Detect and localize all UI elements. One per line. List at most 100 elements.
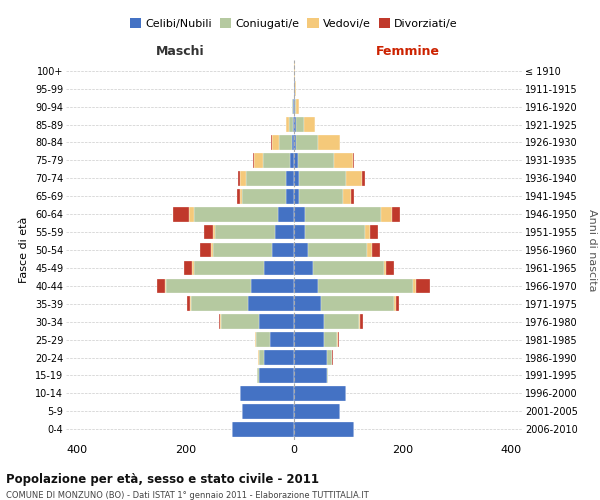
Bar	[318, 135, 340, 150]
Bar	[383, 260, 386, 276]
Bar	[294, 207, 305, 222]
Bar	[326, 368, 328, 383]
Bar	[264, 350, 294, 365]
Bar	[272, 242, 294, 258]
Bar	[321, 296, 394, 311]
Bar	[295, 100, 296, 114]
Bar	[294, 404, 340, 418]
Bar	[296, 135, 318, 150]
Bar	[296, 100, 299, 114]
Bar	[215, 224, 275, 240]
Text: Maschi: Maschi	[155, 45, 205, 58]
Bar	[294, 278, 319, 293]
Bar	[294, 350, 326, 365]
Bar	[286, 117, 289, 132]
Bar	[367, 242, 371, 258]
Bar	[294, 100, 295, 114]
Bar	[272, 135, 279, 150]
Bar	[294, 135, 296, 150]
Bar	[240, 386, 294, 400]
Bar	[386, 260, 394, 276]
Bar	[232, 422, 294, 436]
Bar	[299, 171, 346, 186]
Bar	[365, 224, 370, 240]
Bar	[173, 207, 189, 222]
Bar	[305, 224, 365, 240]
Bar	[259, 314, 294, 329]
Bar	[184, 260, 193, 276]
Bar	[286, 189, 294, 204]
Bar	[326, 350, 332, 365]
Bar	[294, 189, 299, 204]
Bar	[290, 153, 294, 168]
Text: COMUNE DI MONZUNO (BO) - Dati ISTAT 1° gennaio 2011 - Elaborazione TUTTITALIA.IT: COMUNE DI MONZUNO (BO) - Dati ISTAT 1° g…	[6, 491, 369, 500]
Bar	[298, 153, 334, 168]
Bar	[218, 314, 220, 329]
Bar	[166, 278, 251, 293]
Bar	[305, 207, 381, 222]
Bar	[212, 242, 272, 258]
Bar	[238, 171, 240, 186]
Text: Popolazione per età, sesso e stato civile - 2011: Popolazione per età, sesso e stato civil…	[6, 472, 319, 486]
Bar	[212, 224, 215, 240]
Bar	[294, 224, 305, 240]
Y-axis label: Fasce di età: Fasce di età	[19, 217, 29, 283]
Bar	[416, 278, 430, 293]
Bar	[392, 207, 400, 222]
Bar	[381, 207, 392, 222]
Bar	[304, 117, 314, 132]
Bar	[194, 207, 278, 222]
Bar	[308, 242, 367, 258]
Bar	[279, 135, 292, 150]
Bar	[394, 296, 396, 311]
Bar	[245, 171, 286, 186]
Legend: Celibi/Nubili, Coniugati/e, Vedovi/e, Divorziati/e: Celibi/Nubili, Coniugati/e, Vedovi/e, Di…	[128, 16, 460, 31]
Bar	[264, 260, 294, 276]
Text: Femmine: Femmine	[376, 45, 440, 58]
Bar	[334, 153, 353, 168]
Bar	[240, 189, 242, 204]
Bar	[278, 207, 294, 222]
Bar	[254, 153, 263, 168]
Bar	[193, 260, 194, 276]
Bar	[189, 207, 194, 222]
Bar	[371, 242, 380, 258]
Bar	[269, 332, 294, 347]
Bar	[248, 296, 294, 311]
Bar	[353, 153, 354, 168]
Bar	[240, 171, 245, 186]
Bar	[396, 296, 399, 311]
Bar	[346, 171, 362, 186]
Bar	[286, 171, 294, 186]
Bar	[257, 368, 259, 383]
Y-axis label: Anni di nascita: Anni di nascita	[587, 209, 597, 291]
Bar	[292, 135, 294, 150]
Bar	[294, 332, 324, 347]
Bar	[351, 189, 354, 204]
Bar	[190, 296, 191, 311]
Bar	[191, 296, 248, 311]
Bar	[299, 189, 343, 204]
Bar	[205, 224, 212, 240]
Bar	[324, 332, 337, 347]
Bar	[187, 296, 190, 311]
Bar	[253, 153, 254, 168]
Bar	[251, 278, 294, 293]
Bar	[259, 368, 294, 383]
Bar	[271, 135, 272, 150]
Bar	[221, 314, 259, 329]
Bar	[294, 314, 324, 329]
Bar	[256, 332, 269, 347]
Bar	[295, 82, 296, 96]
Bar	[294, 260, 313, 276]
Bar	[289, 117, 293, 132]
Bar	[319, 278, 413, 293]
Bar	[275, 224, 294, 240]
Bar	[220, 314, 221, 329]
Bar	[359, 314, 360, 329]
Bar	[296, 117, 304, 132]
Bar	[370, 224, 378, 240]
Bar	[360, 314, 363, 329]
Bar	[313, 260, 383, 276]
Bar	[362, 171, 365, 186]
